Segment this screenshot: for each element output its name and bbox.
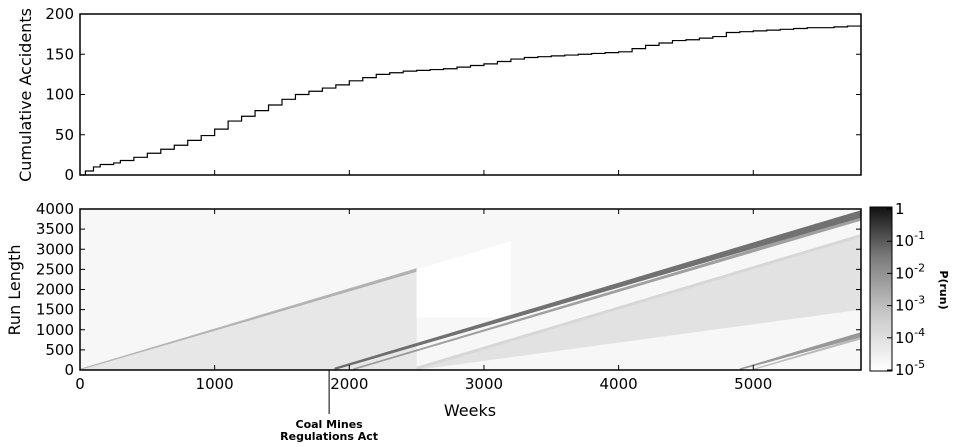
bottom-y-tick-label: 2500 xyxy=(36,260,74,278)
bottom-x-tick-label: 1000 xyxy=(196,375,234,393)
colorbar-tick-label: 10-4 xyxy=(895,326,925,347)
colorbar-tick-exponent: -5 xyxy=(914,358,925,371)
colorbar-tick-exponent: -1 xyxy=(914,229,925,242)
colorbar-tick-label: 1 xyxy=(895,200,905,218)
top-y-tick-label: 150 xyxy=(45,45,74,63)
annotation-text-line: Regulations Act xyxy=(280,430,378,443)
bottom-y-tick-label: 3500 xyxy=(36,220,74,238)
colorbar-tick-label: 10-5 xyxy=(895,358,925,379)
top-y-tick-label: 50 xyxy=(55,126,74,144)
heatmap-band-2500-fill xyxy=(416,237,861,370)
bottom-y-tick-label: 4000 xyxy=(36,200,74,218)
bottom-y-tick-label: 1000 xyxy=(36,321,74,339)
colorbar-tick-label: 10-3 xyxy=(895,294,925,315)
heatmap-band-coal-act xyxy=(334,210,861,370)
heatmap-bands xyxy=(80,210,861,370)
heatmap-band-late xyxy=(739,332,861,370)
bottom-x-tick-label: 4000 xyxy=(600,375,638,393)
bottom-xlabel: Weeks xyxy=(444,401,496,420)
top-y-tick-label: 200 xyxy=(45,5,74,23)
heatmap-band-coal-act-secondary xyxy=(353,216,861,370)
colorbar-tick-base: 10 xyxy=(895,232,914,250)
colorbar-label: P(run) xyxy=(937,270,950,309)
bottom-y-tick-label: 500 xyxy=(45,341,74,359)
colorbar-tick-base: 10 xyxy=(895,361,914,379)
colorbar-tick-exponent: -4 xyxy=(914,326,925,339)
colorbar-tick-exponent: -2 xyxy=(914,261,925,274)
colorbar-tick-base: 10 xyxy=(895,329,914,347)
colorbar-tick-base: 10 xyxy=(895,264,914,282)
top-y-tick-label: 0 xyxy=(64,166,74,184)
colorbar-tick-base: 10 xyxy=(895,297,914,315)
bottom-x-tick-label: 2000 xyxy=(330,375,368,393)
bottom-x-tick-label: 0 xyxy=(75,375,85,393)
top-panel: 0 50 100 150 200 Cumulative Accidents xyxy=(16,5,862,184)
cumulative-accidents-line xyxy=(80,25,862,176)
heatmap-white-region xyxy=(416,241,511,318)
colorbar: 110-110-210-310-410-5 P(run) xyxy=(869,200,950,379)
colorbar-tick-base: 1 xyxy=(895,200,905,218)
bottom-y-tick-label: 3000 xyxy=(36,240,74,258)
heatmap-band-late-2 xyxy=(753,336,861,370)
bottom-ylabel: Run Length xyxy=(5,245,24,336)
top-y-tick-label: 100 xyxy=(45,86,74,104)
bottom-y-tick-label: 0 xyxy=(64,361,74,379)
annotation-text-line: Coal Mines xyxy=(296,418,364,431)
colorbar-ticks: 110-110-210-310-410-5 xyxy=(887,200,925,379)
bottom-y-tick-label: 1500 xyxy=(36,301,74,319)
bottom-y-tick-label: 2000 xyxy=(36,281,74,299)
heatmap-band-upper-edge xyxy=(416,233,861,370)
colorbar-gradient xyxy=(869,206,893,372)
bottom-x-tick-label: 5000 xyxy=(734,375,772,393)
colorbar-tick-exponent: -3 xyxy=(914,294,925,307)
bottom-x-ticks: 0 1000 2000 3000 4000 5000 xyxy=(75,170,772,393)
bottom-x-tick-label: 3000 xyxy=(465,375,503,393)
heatmap-band-origin-edge xyxy=(80,268,417,370)
colorbar-tick-label: 10-1 xyxy=(895,229,925,250)
colorbar-tick-label: 10-2 xyxy=(895,261,925,282)
top-y-ticks: 0 50 100 150 200 xyxy=(45,5,861,184)
bottom-y-ticks: 0 500 1000 1500 2000 2500 3000 3500 4000 xyxy=(36,200,861,379)
top-ylabel: Cumulative Accidents xyxy=(16,8,35,182)
top-plot-frame xyxy=(79,13,862,176)
